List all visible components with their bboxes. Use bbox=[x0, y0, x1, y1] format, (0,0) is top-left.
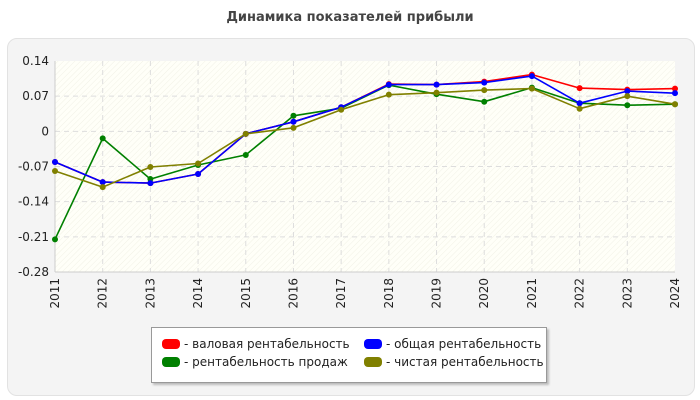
x-tick-label: 2012 bbox=[96, 278, 110, 309]
x-tick-label: 2024 bbox=[668, 278, 682, 309]
legend-label-sales: - рентабельность продаж bbox=[184, 355, 348, 369]
x-tick-label: 2017 bbox=[334, 278, 348, 309]
series-point-2 bbox=[433, 81, 440, 88]
series bbox=[52, 71, 678, 243]
series-point-2 bbox=[290, 118, 297, 125]
series-point-3 bbox=[147, 164, 154, 171]
series-point-2 bbox=[52, 158, 58, 165]
series-point-3 bbox=[576, 105, 583, 112]
series-point-2 bbox=[528, 73, 535, 80]
x-tick-label: 2022 bbox=[573, 278, 587, 309]
legend-swatch-net bbox=[364, 357, 382, 367]
x-tick-label: 2021 bbox=[525, 278, 539, 309]
series-point-2 bbox=[385, 81, 392, 88]
legend-item-sales: - рентабельность продаж bbox=[162, 354, 348, 370]
x-tick-label: 2016 bbox=[286, 278, 300, 309]
legend-item-gross: - валовая рентабельность bbox=[162, 336, 350, 352]
series-point-1 bbox=[624, 102, 631, 109]
series-point-0 bbox=[576, 85, 583, 92]
legend-label-total: - общая рентабельность bbox=[386, 337, 542, 351]
series-point-1 bbox=[481, 98, 488, 105]
legend-item-total: - общая рентабельность bbox=[364, 336, 541, 352]
series-point-2 bbox=[147, 180, 154, 187]
legend-swatch-gross bbox=[162, 339, 180, 349]
series-point-1 bbox=[99, 135, 106, 142]
chart-title: Динамика показателей прибыли bbox=[226, 10, 474, 25]
series-point-2 bbox=[195, 171, 202, 178]
y-tick-label: 0.14 bbox=[22, 54, 49, 68]
series-point-3 bbox=[528, 85, 535, 92]
legend-swatch-sales bbox=[162, 357, 180, 367]
series-point-3 bbox=[99, 184, 106, 191]
x-tick-label: 2011 bbox=[48, 278, 62, 309]
series-point-0 bbox=[672, 85, 678, 92]
series-line-2 bbox=[54, 75, 676, 184]
series-point-3 bbox=[672, 101, 678, 108]
series-point-2 bbox=[99, 179, 106, 186]
y-tick-label: -0.14 bbox=[18, 195, 49, 209]
legend-label-net: - чистая рентабельность bbox=[386, 355, 544, 369]
legend-swatch-total bbox=[364, 339, 382, 349]
x-tick-label: 2020 bbox=[477, 278, 491, 309]
x-tick-label: 2015 bbox=[239, 278, 253, 309]
legend-label-gross: - валовая рентабельность bbox=[184, 337, 350, 351]
series-point-3 bbox=[195, 160, 202, 167]
series-point-2 bbox=[672, 90, 678, 97]
series-line-3 bbox=[54, 87, 676, 188]
series-point-3 bbox=[290, 124, 297, 131]
series-point-2 bbox=[576, 100, 583, 107]
legend-item-net: - чистая рентабельность bbox=[364, 354, 544, 370]
series-point-3 bbox=[624, 93, 631, 100]
x-tick-label: 2018 bbox=[382, 278, 396, 309]
series-point-3 bbox=[385, 91, 392, 98]
series-point-3 bbox=[481, 87, 488, 94]
y-tick-label: -0.28 bbox=[18, 265, 49, 279]
series-point-3 bbox=[242, 130, 249, 137]
series-point-1 bbox=[52, 236, 58, 243]
y-tick-label: 0.07 bbox=[22, 89, 49, 103]
series-point-3 bbox=[52, 168, 58, 175]
x-tick-label: 2013 bbox=[143, 278, 157, 309]
x-tick-label: 2019 bbox=[430, 278, 444, 309]
legend: - валовая рентабельность - общая рентабе… bbox=[151, 327, 547, 383]
x-tick-label: 2014 bbox=[191, 278, 205, 309]
series-point-1 bbox=[242, 151, 249, 158]
series-point-2 bbox=[481, 79, 488, 86]
y-tick-label: -0.21 bbox=[18, 230, 49, 244]
y-tick-label: 0 bbox=[41, 124, 49, 138]
series-point-1 bbox=[290, 112, 297, 119]
series-point-3 bbox=[338, 106, 345, 113]
series-point-2 bbox=[624, 88, 631, 95]
x-tick-label: 2023 bbox=[620, 278, 634, 309]
series-point-3 bbox=[433, 89, 440, 96]
y-tick-label: -0.07 bbox=[18, 160, 49, 174]
